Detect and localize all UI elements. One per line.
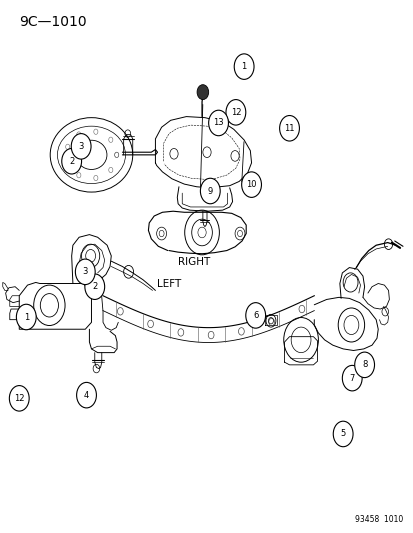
Text: 8: 8 xyxy=(361,360,366,369)
Text: 12: 12 xyxy=(14,394,24,403)
Text: 9C—1010: 9C—1010 xyxy=(19,14,87,29)
Ellipse shape xyxy=(76,140,107,169)
Text: 2: 2 xyxy=(69,157,74,166)
Text: 3: 3 xyxy=(82,268,88,276)
Circle shape xyxy=(17,304,36,330)
Circle shape xyxy=(9,385,29,411)
Text: 2: 2 xyxy=(92,282,97,291)
Text: 11: 11 xyxy=(284,124,294,133)
Text: 7: 7 xyxy=(349,374,354,383)
Text: 6: 6 xyxy=(252,311,258,320)
Circle shape xyxy=(197,85,208,100)
Text: 12: 12 xyxy=(230,108,240,117)
Circle shape xyxy=(279,116,299,141)
Circle shape xyxy=(62,149,81,174)
Circle shape xyxy=(75,259,95,285)
Circle shape xyxy=(76,382,96,408)
Circle shape xyxy=(245,303,265,328)
Circle shape xyxy=(71,134,91,159)
Text: 1: 1 xyxy=(24,312,29,321)
Text: 1: 1 xyxy=(241,62,246,71)
Circle shape xyxy=(234,54,254,79)
Circle shape xyxy=(225,100,245,125)
Text: 4: 4 xyxy=(84,391,89,400)
Circle shape xyxy=(354,352,374,377)
Circle shape xyxy=(208,110,228,136)
Text: 3: 3 xyxy=(78,142,84,151)
Text: 9: 9 xyxy=(207,187,212,196)
Circle shape xyxy=(200,178,220,204)
Text: 13: 13 xyxy=(213,118,223,127)
Text: 93458  1010: 93458 1010 xyxy=(354,515,402,524)
Circle shape xyxy=(342,366,361,391)
Text: RIGHT: RIGHT xyxy=(178,257,210,267)
Circle shape xyxy=(332,421,352,447)
Text: LEFT: LEFT xyxy=(156,279,180,288)
Text: 10: 10 xyxy=(246,180,256,189)
Circle shape xyxy=(241,172,261,197)
Circle shape xyxy=(85,274,104,300)
Text: 5: 5 xyxy=(340,430,345,439)
